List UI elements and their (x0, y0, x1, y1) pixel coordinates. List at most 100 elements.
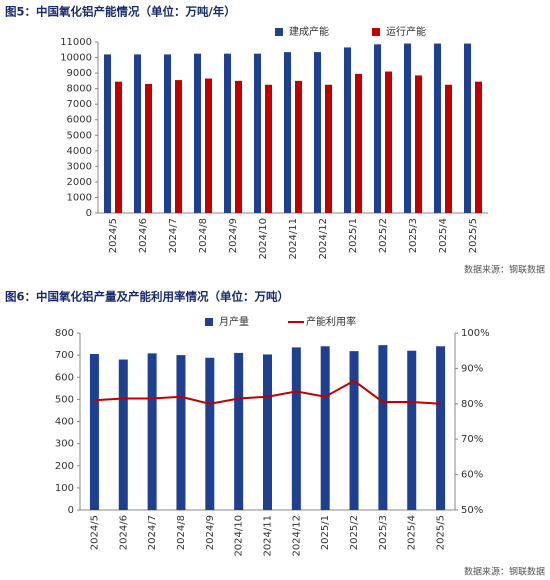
y-tick-label: 400 (55, 417, 74, 428)
bar (254, 53, 261, 214)
bar (224, 53, 231, 214)
bar (205, 357, 215, 510)
y2-tick-label: 80% (461, 399, 483, 410)
y-tick-label: 500 (55, 394, 74, 405)
legend-swatch (372, 28, 380, 36)
bar (434, 43, 441, 213)
x-tick-label: 2025/1 (348, 218, 359, 253)
y2-tick-label: 70% (461, 434, 483, 445)
y-tick-label: 11000 (60, 37, 92, 48)
bar (291, 347, 301, 510)
x-tick-label: 2024/12 (318, 218, 329, 260)
y-tick-label: 6000 (67, 115, 92, 126)
bar (175, 80, 182, 213)
x-tick-label: 2024/11 (263, 515, 274, 557)
bar (436, 346, 446, 510)
bar (355, 73, 362, 213)
bar (407, 350, 417, 510)
x-tick-label: 2024/8 (198, 218, 209, 253)
y-tick-label: 600 (55, 372, 74, 383)
source: 数据来源：钢联数据 (464, 566, 545, 578)
y-tick-label: 100 (55, 483, 74, 494)
x-tick-label: 2024/10 (258, 218, 269, 260)
x-tick-label: 2024/7 (168, 218, 179, 253)
x-tick-label: 2024/5 (108, 218, 119, 253)
bar (164, 54, 171, 213)
x-tick-label: 2025/4 (438, 218, 449, 253)
bar (344, 47, 351, 213)
x-tick-label: 2024/6 (118, 515, 129, 550)
y-tick-label: 300 (55, 439, 74, 450)
bar (115, 81, 122, 214)
bar (415, 75, 422, 213)
bar (284, 52, 291, 213)
y2-tick-label: 90% (461, 363, 483, 374)
bar (205, 78, 212, 213)
x-tick-label: 2024/9 (205, 515, 216, 550)
y-tick-label: 1000 (67, 192, 92, 203)
y-tick-label: 0 (68, 505, 74, 516)
y-tick-label: 9000 (67, 68, 92, 79)
x-tick-label: 2024/12 (291, 515, 302, 557)
legend-label: 月产量 (219, 315, 249, 328)
y-tick-label: 0 (86, 208, 92, 219)
bar (89, 354, 99, 510)
x-tick-label: 2024/10 (234, 515, 245, 557)
y-tick-label: 4000 (67, 146, 92, 157)
bar (464, 43, 471, 213)
y-tick-label: 5000 (67, 130, 92, 141)
bar (475, 81, 482, 214)
x-tick-label: 2025/3 (378, 515, 389, 550)
bar (265, 84, 272, 213)
x-tick-label: 2025/5 (436, 515, 447, 550)
bar (378, 345, 388, 510)
x-tick-label: 2024/11 (288, 218, 299, 260)
x-tick-label: 2025/2 (378, 218, 389, 253)
bar (349, 351, 359, 510)
x-tick-label: 2024/7 (147, 515, 158, 550)
y-tick-label: 200 (55, 461, 74, 472)
line (94, 379, 441, 405)
legend-label: 建成产能 (289, 25, 329, 38)
x-tick-label: 2024/9 (228, 218, 239, 253)
bar (325, 84, 332, 213)
x-tick-label: 2025/3 (408, 218, 419, 253)
source: 数据来源：钢联数据 (464, 264, 545, 276)
y2-tick-label: 50% (461, 505, 483, 516)
chart-title: 图5：中国氧化铝产能情况（单位：万吨/年） (5, 5, 236, 19)
bar (445, 84, 452, 213)
bar (374, 44, 381, 213)
y-tick-label: 800 (55, 328, 74, 339)
bar (235, 80, 242, 213)
bar (118, 359, 128, 510)
y2-tick-label: 100% (461, 328, 490, 339)
bar (320, 346, 330, 510)
legend-label: 产能利用率 (306, 315, 356, 328)
bar (145, 83, 152, 214)
x-tick-label: 2024/5 (89, 515, 100, 550)
x-tick-label: 2025/5 (468, 218, 479, 253)
bar (234, 352, 244, 510)
legend-swatch (205, 318, 213, 326)
y-tick-label: 8000 (67, 84, 92, 95)
bar (295, 80, 302, 213)
x-tick-label: 2025/4 (407, 515, 418, 550)
bar (263, 354, 272, 510)
bar (104, 54, 111, 213)
x-tick-label: 2024/6 (138, 218, 149, 253)
y-tick-label: 2000 (67, 177, 92, 188)
x-tick-label: 2024/8 (176, 515, 187, 550)
y-tick-label: 10000 (60, 53, 92, 64)
x-tick-label: 2025/2 (349, 515, 360, 550)
legend-label: 运行产能 (386, 25, 426, 38)
bar (314, 52, 321, 213)
y-tick-label: 700 (55, 350, 74, 361)
legend-swatch (275, 28, 283, 36)
bar (134, 54, 141, 213)
y2-tick-label: 60% (461, 470, 483, 481)
y-tick-label: 7000 (67, 99, 92, 110)
bar (404, 43, 411, 213)
bar (176, 355, 186, 510)
bar (194, 53, 201, 214)
